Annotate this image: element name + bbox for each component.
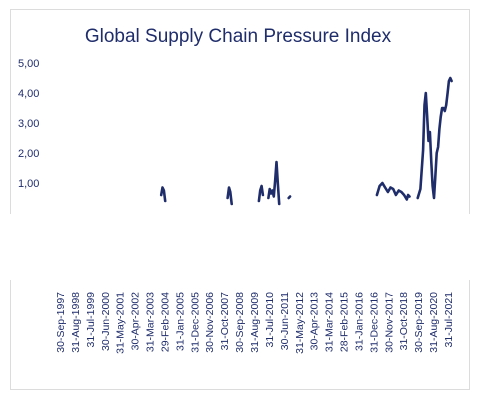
y-tick-label: 2,00 [18, 148, 39, 160]
x-tick-label: 31-Aug-2020 [428, 292, 440, 353]
y-tick-label: 1,00 [18, 178, 39, 190]
series-line-segment [257, 184, 265, 203]
series-line-segment [159, 186, 167, 203]
x-tick-label: 31-Jul-2021 [443, 292, 455, 348]
y-axis-ticks: 5,00 4,00 3,00 2,00 1,00 [18, 58, 39, 190]
x-tick-label: 30-Apr-2013 [309, 292, 321, 351]
series-line-segment [375, 181, 411, 201]
x-tick-label: 31-Jan-2016 [354, 292, 366, 351]
x-axis-ticks: 30-Sep-1997 31-Aug-1998 31-Jul-1999 30-Jun-… [55, 292, 455, 354]
chart-title: Global Supply Chain Pressure Index [85, 26, 392, 47]
x-tick-label: 31-Jan-2005 [174, 292, 186, 351]
x-tick-label: 30-Sep-1997 [55, 292, 67, 353]
x-tick-label: 30-Nov-2006 [204, 292, 216, 353]
x-tick-label: 31-Oct-2007 [219, 292, 231, 351]
y-tick-label: 3,00 [18, 118, 39, 130]
series-line-segment [267, 160, 281, 206]
x-tick-label: 28-Feb-2015 [339, 292, 351, 352]
x-tick-label: 30-Sep-2008 [234, 292, 246, 353]
occlusion-band [0, 214, 489, 280]
x-tick-label: 31-Aug-2009 [249, 292, 261, 353]
x-tick-label: 31-Aug-1998 [70, 292, 82, 353]
x-tick-label: 31-Jul-2010 [264, 292, 276, 348]
x-tick-label: 30-Apr-2002 [130, 292, 142, 351]
series-line-segment [287, 195, 292, 200]
x-tick-label: 30-Sep-2019 [413, 292, 425, 353]
series-layer [159, 76, 453, 206]
chart-frame [10, 9, 470, 390]
x-tick-label: 30-Nov-2017 [383, 292, 395, 353]
x-tick-label: 31-May-2001 [115, 292, 127, 354]
x-tick-label: 31-Mar-2003 [145, 292, 157, 352]
x-tick-label: 31-Oct-2018 [398, 292, 410, 351]
x-tick-label: 31-May-2012 [294, 292, 306, 354]
x-tick-label: 31-Jul-1999 [85, 292, 97, 348]
x-tick-label: 29-Feb-2004 [160, 292, 172, 352]
x-tick-label: 31-Mar-2014 [324, 292, 336, 352]
x-tick-label: 30-Jun-2000 [100, 292, 112, 351]
x-tick-label: 31-Dec-2016 [368, 292, 380, 353]
y-tick-label: 4,00 [18, 88, 39, 100]
series-line-segment [416, 76, 453, 200]
series-line-segment [226, 186, 233, 206]
y-tick-label: 5,00 [18, 58, 39, 70]
x-tick-label: 31-Dec-2005 [189, 292, 201, 353]
x-tick-label: 30-Jun-2011 [279, 292, 291, 350]
